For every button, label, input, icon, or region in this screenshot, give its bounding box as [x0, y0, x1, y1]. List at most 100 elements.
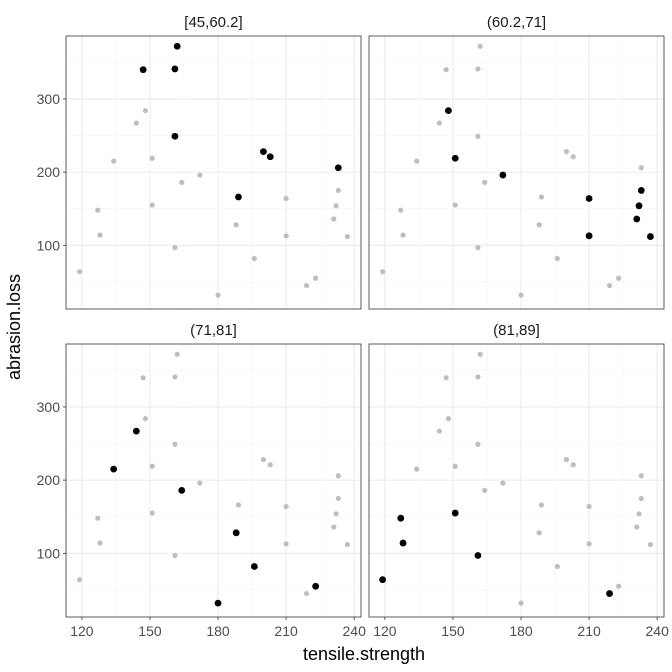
- data-point: [585, 232, 593, 240]
- data-point: [171, 132, 179, 140]
- background-point: [636, 511, 642, 517]
- data-point: [397, 514, 405, 522]
- panel-3: (71,81] 100 200 300 120 150 180 210 240: [37, 322, 366, 639]
- y-tick-label: 100: [37, 545, 61, 561]
- background-point: [638, 165, 644, 171]
- background-point: [436, 120, 442, 126]
- background-point: [647, 541, 653, 548]
- background-point: [283, 233, 289, 239]
- background-point: [445, 416, 452, 422]
- data-point: [250, 563, 258, 570]
- background-point: [251, 255, 257, 262]
- x-tick-label: 180: [206, 623, 230, 639]
- background-point: [536, 222, 542, 228]
- background-point: [303, 590, 310, 597]
- background-point: [452, 463, 458, 469]
- background-point: [172, 244, 178, 251]
- background-point: [563, 457, 570, 463]
- background-point: [443, 375, 449, 381]
- background-point: [233, 222, 239, 228]
- background-point: [414, 466, 420, 472]
- background-point: [482, 179, 488, 185]
- background-point: [570, 154, 576, 160]
- data-point: [110, 465, 118, 473]
- background-point: [142, 108, 149, 114]
- data-point: [451, 509, 459, 517]
- background-point: [634, 524, 640, 530]
- background-point: [149, 463, 155, 469]
- background-point: [77, 577, 83, 583]
- facet-strip-label: (81,89]: [493, 322, 540, 339]
- background-point: [179, 179, 185, 185]
- facet-strip-label: (71,81]: [190, 322, 237, 339]
- background-point: [303, 282, 310, 289]
- y-tick-label: 200: [37, 472, 61, 488]
- background-point: [638, 473, 644, 479]
- background-point: [586, 541, 592, 547]
- data-point: [499, 171, 507, 179]
- x-tick-label: 180: [509, 623, 533, 639]
- data-point: [232, 529, 240, 537]
- data-point: [451, 154, 459, 162]
- data-point: [637, 187, 645, 194]
- background-point: [97, 232, 103, 238]
- background-point: [335, 473, 341, 479]
- background-point: [538, 194, 545, 200]
- background-point: [518, 600, 524, 606]
- data-point: [266, 153, 274, 161]
- background-point: [172, 374, 178, 380]
- background-point: [111, 158, 117, 164]
- background-point: [260, 457, 267, 463]
- data-point: [334, 164, 342, 172]
- background-point: [477, 351, 483, 357]
- x-tick-label: 120: [70, 623, 94, 639]
- background-point: [638, 495, 644, 502]
- background-point: [197, 480, 203, 486]
- y-tick-label: 300: [37, 399, 61, 415]
- data-point: [312, 582, 320, 590]
- x-tick-label: 210: [274, 623, 298, 639]
- data-point: [606, 590, 613, 597]
- background-point: [443, 67, 449, 73]
- panel-border: [368, 343, 665, 618]
- x-tick-label: 150: [138, 623, 162, 639]
- x-tick-label: 210: [577, 623, 601, 639]
- data-point: [646, 233, 654, 240]
- background-point: [149, 202, 155, 208]
- background-point: [475, 441, 481, 447]
- background-point: [335, 187, 341, 194]
- background-point: [283, 541, 289, 547]
- data-point: [633, 215, 641, 223]
- background-point: [616, 275, 622, 281]
- background-point: [554, 563, 560, 570]
- panel-2: (60.2,71]: [368, 14, 665, 310]
- background-point: [149, 510, 155, 516]
- panel-border: [368, 35, 665, 310]
- background-point: [331, 216, 337, 222]
- y-tick-label: 100: [37, 237, 61, 253]
- panel-1: [45,60.2] 100 200 300: [37, 14, 362, 310]
- background-point: [398, 207, 404, 213]
- background-point: [606, 282, 613, 289]
- background-point: [436, 428, 442, 434]
- y-tick-label: 200: [37, 164, 61, 180]
- background-point: [283, 503, 289, 510]
- background-point: [482, 487, 488, 493]
- data-point: [379, 576, 387, 584]
- background-point: [172, 552, 178, 559]
- background-point: [475, 66, 481, 72]
- background-point: [133, 120, 139, 126]
- background-point: [586, 503, 592, 510]
- data-point: [474, 552, 482, 559]
- background-point: [267, 462, 273, 468]
- panel-4: (81,89] 120 150 180 210 240: [368, 322, 669, 639]
- background-point: [400, 232, 406, 238]
- background-point: [335, 495, 341, 502]
- background-point: [140, 375, 146, 381]
- background-point: [331, 524, 337, 530]
- x-axis-title: tensile.strength: [303, 644, 425, 664]
- background-point: [149, 155, 155, 161]
- x-tick-label: 150: [441, 623, 465, 639]
- background-point: [344, 541, 350, 548]
